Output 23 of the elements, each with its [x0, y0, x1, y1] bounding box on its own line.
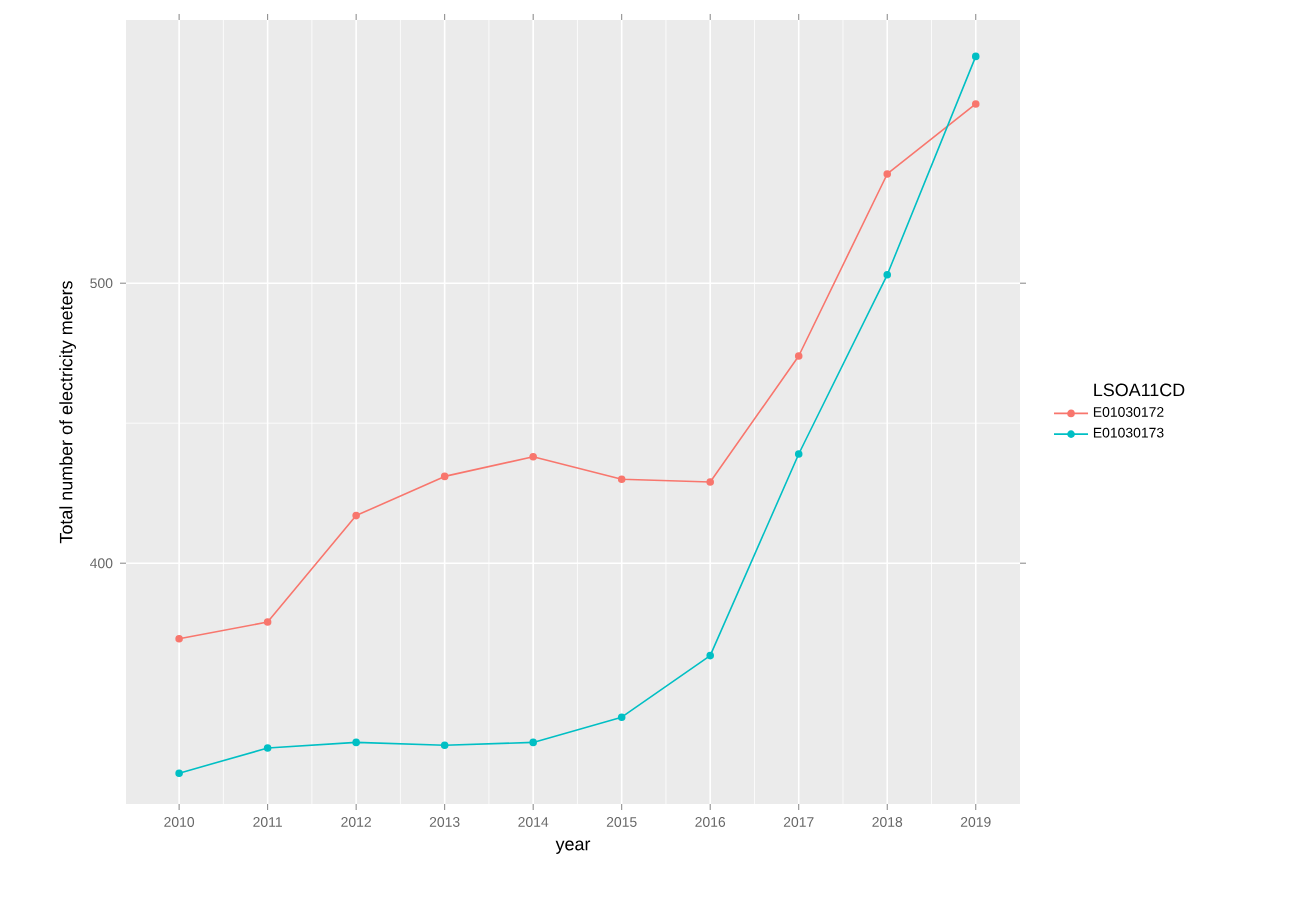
point	[529, 738, 537, 747]
legend-title: LSOA11CD	[1094, 383, 1185, 397]
x-axis-title: year	[555, 840, 591, 854]
point	[883, 271, 892, 279]
point	[263, 618, 272, 626]
point	[352, 511, 360, 520]
point	[971, 52, 980, 61]
point	[883, 170, 892, 178]
point	[617, 713, 626, 721]
point	[794, 352, 803, 360]
point	[440, 472, 449, 481]
point	[529, 453, 537, 461]
point	[440, 741, 449, 749]
point	[971, 100, 980, 108]
point	[352, 738, 360, 747]
y-axis-title: Total number of electricity meters	[59, 281, 77, 544]
point	[175, 635, 183, 643]
point	[706, 651, 714, 660]
point	[617, 475, 626, 483]
point	[794, 450, 803, 458]
point	[263, 744, 272, 752]
point	[175, 769, 183, 777]
point	[706, 478, 714, 486]
